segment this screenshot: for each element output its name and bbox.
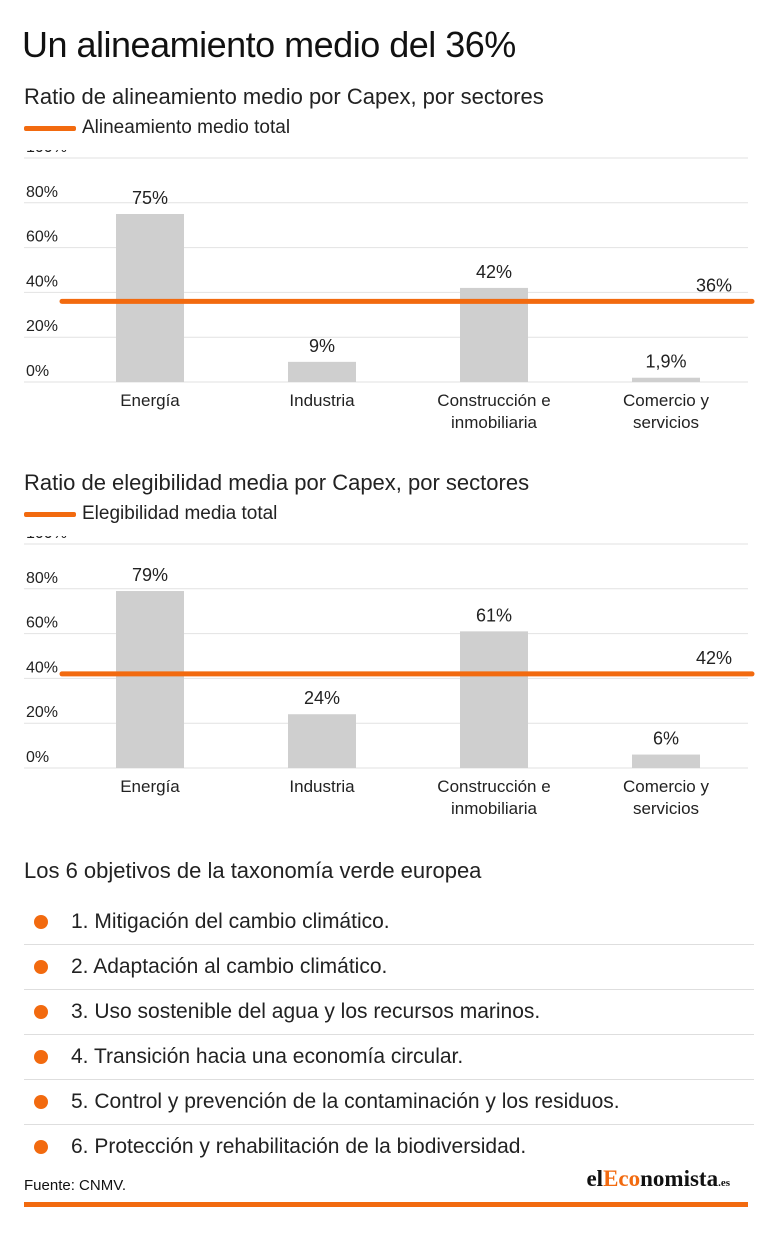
legend-label: Alineamiento medio total bbox=[82, 117, 291, 138]
x-tick-label: servicios bbox=[633, 413, 699, 432]
objective-text: 1. Mitigación del cambio climático. bbox=[71, 910, 390, 933]
y-tick-label: 80% bbox=[26, 570, 58, 587]
x-tick-label: Construcción e bbox=[437, 391, 550, 410]
data-label: 6% bbox=[653, 729, 679, 749]
objective-text: 4. Transición hacia una economía circula… bbox=[71, 1045, 464, 1068]
eleconomista-logo: elEconomista.es bbox=[586, 1166, 730, 1192]
y-tick-label: 0% bbox=[26, 749, 49, 766]
x-tick-label: Energía bbox=[120, 777, 180, 796]
bar bbox=[288, 361, 356, 382]
logo-accent: Eco bbox=[603, 1166, 641, 1191]
chart-legend: Alineamiento medio total bbox=[24, 116, 290, 140]
x-tick-label: Industria bbox=[289, 391, 355, 410]
objective-text: 2. Adaptación al cambio climático. bbox=[71, 955, 388, 978]
bar bbox=[632, 754, 700, 768]
y-tick-label: 100% bbox=[26, 150, 67, 156]
bar-chart-plot: 0% 20% 40% 60% 80% 100% 79% Energía 24% Industria… bbox=[24, 536, 755, 818]
objectives-list: 1. Mitigación del cambio climático. 2. A… bbox=[24, 900, 754, 1169]
y-tick-label: 20% bbox=[26, 318, 58, 335]
chart-subtitle: Ratio de alineamiento medio por Capex, p… bbox=[24, 84, 544, 109]
legend-label: Elegibilidad media total bbox=[82, 503, 278, 524]
bar-chart-plot: 0% 20% 40% 60% 80% 100% 75% Energía 9% Industria 4… bbox=[24, 150, 755, 432]
source-note: Fuente: CNMV. bbox=[24, 1177, 126, 1194]
objective-text: 5. Control y prevención de la contaminac… bbox=[71, 1090, 620, 1113]
logo-tld: .es bbox=[718, 1177, 730, 1189]
data-label: 61% bbox=[476, 605, 512, 625]
objectives-heading: Los 6 objetivos de la taxonomía verde eu… bbox=[24, 858, 482, 883]
data-label: 1,9% bbox=[645, 352, 686, 372]
bullet-dot-icon bbox=[34, 1005, 48, 1019]
y-tick-label: 60% bbox=[26, 229, 58, 246]
bar bbox=[288, 714, 356, 768]
x-tick-label: servicios bbox=[633, 799, 699, 818]
logo-prefix: el bbox=[586, 1166, 604, 1191]
bullet-dot-icon bbox=[34, 960, 48, 974]
alignment-chart: Ratio de alineamiento medio por Capex, p… bbox=[0, 80, 770, 450]
x-tick-label: Energía bbox=[120, 391, 180, 410]
data-label: 79% bbox=[132, 565, 168, 585]
footer-accent-bar bbox=[24, 1202, 748, 1207]
y-tick-label: 100% bbox=[26, 536, 67, 542]
data-label: 24% bbox=[304, 688, 340, 708]
page-title: Un alineamiento medio del 36% bbox=[22, 24, 516, 65]
data-label: 42% bbox=[476, 262, 512, 282]
y-tick-label: 60% bbox=[26, 615, 58, 632]
data-label: 9% bbox=[309, 336, 335, 356]
reference-label: 42% bbox=[696, 648, 732, 668]
list-item: 6. Protección y rehabilitación de la bio… bbox=[24, 1125, 754, 1169]
bar bbox=[460, 631, 528, 768]
bullet-dot-icon bbox=[34, 1095, 48, 1109]
x-tick-label: Industria bbox=[289, 777, 355, 796]
bar bbox=[116, 214, 184, 382]
y-tick-label: 20% bbox=[26, 704, 58, 721]
legend-line-swatch bbox=[24, 125, 76, 131]
objective-text: 3. Uso sostenible del agua y los recurso… bbox=[71, 1000, 541, 1023]
x-tick-label: inmobiliaria bbox=[451, 413, 538, 432]
eligibility-chart: Ratio de elegibilidad media por Capex, p… bbox=[0, 466, 770, 836]
y-tick-label: 40% bbox=[26, 273, 58, 290]
reference-label: 36% bbox=[696, 275, 732, 295]
bullet-dot-icon bbox=[34, 1050, 48, 1064]
bullet-dot-icon bbox=[34, 1140, 48, 1154]
y-tick-label: 80% bbox=[26, 184, 58, 201]
chart-legend: Elegibilidad media total bbox=[24, 502, 277, 526]
list-item: 4. Transición hacia una economía circula… bbox=[24, 1035, 754, 1080]
data-label: 75% bbox=[132, 188, 168, 208]
list-item: 2. Adaptación al cambio climático. bbox=[24, 945, 754, 990]
bullet-dot-icon bbox=[34, 915, 48, 929]
bar bbox=[632, 377, 700, 382]
chart-subtitle: Ratio de elegibilidad media por Capex, p… bbox=[24, 470, 530, 495]
logo-rest: nomista bbox=[640, 1166, 719, 1191]
list-item: 5. Control y prevención de la contaminac… bbox=[24, 1080, 754, 1125]
x-tick-label: Comercio y bbox=[623, 777, 709, 796]
x-tick-label: Construcción e bbox=[437, 777, 550, 796]
x-tick-label: inmobiliaria bbox=[451, 799, 538, 818]
objective-text: 6. Protección y rehabilitación de la bio… bbox=[71, 1135, 527, 1158]
y-tick-label: 0% bbox=[26, 363, 49, 380]
list-item: 1. Mitigación del cambio climático. bbox=[24, 900, 754, 945]
y-tick-label: 40% bbox=[26, 659, 58, 676]
list-item: 3. Uso sostenible del agua y los recurso… bbox=[24, 990, 754, 1035]
legend-line-swatch bbox=[24, 511, 76, 517]
bar bbox=[116, 591, 184, 768]
x-tick-label: Comercio y bbox=[623, 391, 709, 410]
